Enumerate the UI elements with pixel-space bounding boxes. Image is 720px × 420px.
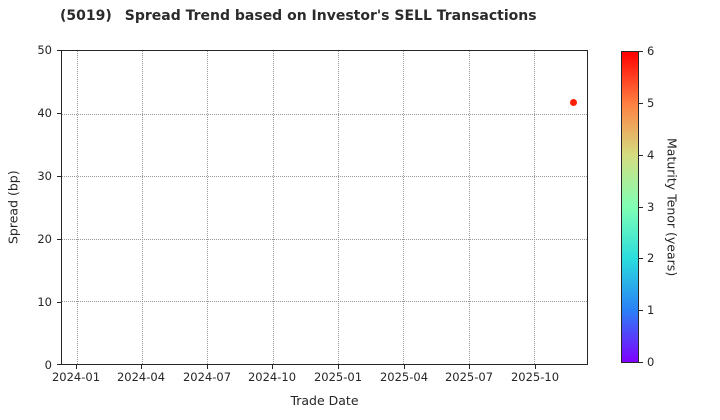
y-tick-mark <box>57 302 61 303</box>
gridline-v <box>207 51 209 364</box>
colorbar-tick-label: 6 <box>647 44 655 58</box>
x-tick-label: 2025-01 <box>313 370 363 384</box>
gridline-h <box>62 113 587 115</box>
y-tick-label: 20 <box>37 232 52 246</box>
x-tick-mark <box>338 365 339 369</box>
gridline-h <box>62 176 587 178</box>
y-tick-label: 30 <box>37 169 52 183</box>
y-tick-mark <box>57 364 61 365</box>
chart-title-code: (5019) <box>60 8 112 24</box>
colorbar-tick-mark <box>639 310 643 311</box>
colorbar-tick-mark <box>639 207 643 208</box>
x-tick-label: 2024-10 <box>247 370 297 384</box>
x-axis-label: Trade Date <box>290 393 359 408</box>
plot-area <box>61 50 588 365</box>
x-tick-label: 2024-04 <box>116 370 166 384</box>
x-tick-mark <box>272 365 273 369</box>
colorbar-tick-mark <box>639 155 643 156</box>
colorbar-tick-label: 3 <box>647 200 655 214</box>
y-tick-label: 40 <box>37 106 52 120</box>
x-tick-mark <box>141 365 142 369</box>
x-tick-mark <box>404 365 405 369</box>
colorbar-tick-label: 0 <box>647 355 655 369</box>
x-tick-label: 2025-10 <box>510 370 560 384</box>
colorbar-tick-mark <box>639 362 643 363</box>
y-tick-label: 50 <box>37 43 52 57</box>
x-tick-label: 2025-04 <box>379 370 429 384</box>
colorbar-tick-label: 4 <box>647 148 655 162</box>
colorbar-tick-label: 1 <box>647 303 655 317</box>
gridline-h <box>62 301 587 303</box>
scatter-data-point <box>570 99 577 106</box>
colorbar-tick-mark <box>639 51 643 52</box>
colorbar-tick-mark <box>639 258 643 259</box>
gridline-v <box>76 51 78 364</box>
y-tick-mark <box>57 50 61 51</box>
gridline-v <box>272 51 274 364</box>
x-tick-mark <box>207 365 208 369</box>
y-tick-mark <box>57 239 61 240</box>
colorbar-tick-mark <box>639 103 643 104</box>
colorbar-tick-label: 2 <box>647 251 655 265</box>
y-tick-mark <box>57 176 61 177</box>
gridline-v <box>534 51 536 364</box>
colorbar-tick-label: 5 <box>647 96 655 110</box>
gridline-v <box>403 51 405 364</box>
x-tick-label: 2024-01 <box>51 370 101 384</box>
gridline-v <box>468 51 470 364</box>
colorbar-gradient <box>621 51 639 363</box>
y-tick-mark <box>57 113 61 114</box>
x-tick-mark <box>535 365 536 369</box>
x-tick-label: 2025-07 <box>444 370 494 384</box>
chart-title: (5019) Spread Trend based on Investor's S… <box>60 8 537 24</box>
y-axis-label: Spread (bp) <box>5 170 21 245</box>
y-tick-label: 0 <box>44 358 52 372</box>
colorbar-axis-label: Maturity Tenor (years) <box>664 137 680 277</box>
y-tick-label: 10 <box>37 295 52 309</box>
chart-title-text: Spread Trend based on Investor's SELL Tr… <box>124 8 537 24</box>
gridline-v <box>338 51 340 364</box>
x-tick-label: 2024-07 <box>182 370 232 384</box>
x-tick-mark <box>76 365 77 369</box>
gridline-h <box>62 238 587 240</box>
x-tick-mark <box>469 365 470 369</box>
gridline-v <box>142 51 143 364</box>
